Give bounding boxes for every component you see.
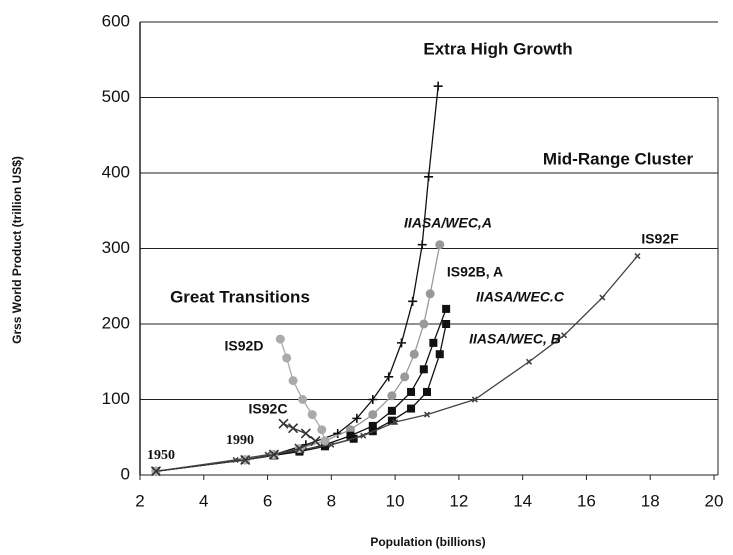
marker [392,419,399,426]
marker [419,365,428,374]
marker [288,376,298,386]
marker [310,435,321,447]
marker [417,240,427,250]
marker [561,332,568,339]
x-tick-label: 12 [449,491,468,510]
marker [150,466,162,477]
marker [387,391,397,401]
marker [435,240,445,250]
series-line [155,423,317,472]
y-tick-label: 100 [102,389,130,408]
marker [435,350,444,359]
marker [294,443,305,454]
y-tick-label: 200 [102,313,130,332]
series-label: IS92F [641,231,679,247]
marker [387,416,396,425]
annotation: 1950 [147,448,175,463]
marker [419,319,429,329]
annotation: 1990 [226,433,254,448]
x-tick-label: 4 [199,491,208,510]
marker [288,423,299,434]
marker [442,304,451,313]
marker [407,387,416,396]
marker [409,349,419,359]
marker [424,172,434,182]
y-axis-label: Grss World Product (trillion US$) [10,156,24,344]
x-tick-label: 10 [386,491,405,510]
marker [396,338,406,348]
marker [429,338,438,347]
y-tick-label: 300 [102,238,130,257]
marker [407,404,416,413]
x-axis-label: Population (billions) [370,535,485,549]
marker [423,387,431,396]
x-tick-label: 18 [641,491,660,510]
marker [408,296,418,306]
marker [320,436,330,446]
series-line [155,244,441,472]
marker [317,425,327,435]
marker [300,428,311,439]
series-label: IS92C [249,401,288,417]
marker [368,395,378,404]
marker [471,396,478,403]
marker [307,410,317,420]
y-tick-label: 400 [102,162,130,181]
marker [282,353,292,363]
series [150,418,321,477]
marker [425,289,435,299]
series-label: IIASA/WEC, B [469,331,561,347]
marker [275,334,285,344]
marker [384,372,394,382]
marker [387,406,396,415]
marker [599,294,606,301]
marker [400,372,410,382]
marker [240,454,251,465]
marker [298,395,308,404]
marker [634,252,641,260]
marker [442,320,451,328]
annotation: Great Transitions [170,287,310,306]
marker [423,411,431,418]
marker [368,421,377,430]
marker [525,358,533,365]
x-tick-label: 8 [327,491,336,510]
series-label: IS92B, A [447,264,503,280]
x-tick-label: 2 [135,491,144,510]
marker [268,449,279,460]
x-tick-label: 6 [263,491,272,510]
x-tick-label: 16 [577,491,596,510]
y-tick-label: 500 [102,87,130,106]
marker [328,441,335,448]
marker [278,418,289,429]
series-label: IIASA/WEC.C [476,289,565,305]
series-label: IS92D [225,338,264,354]
annotation: Extra High Growth [423,39,572,58]
x-tick-label: 20 [705,491,724,510]
marker [368,410,378,420]
x-tick-label: 14 [513,491,532,510]
y-tick-label: 600 [102,11,130,30]
annotation: Mid-Range Cluster [543,149,694,168]
y-tick-label: 0 [121,464,130,483]
marker [360,432,367,439]
series-label: IIASA/WEC,A [404,215,492,231]
marker [433,81,443,91]
series [151,240,445,476]
marker [352,413,362,423]
